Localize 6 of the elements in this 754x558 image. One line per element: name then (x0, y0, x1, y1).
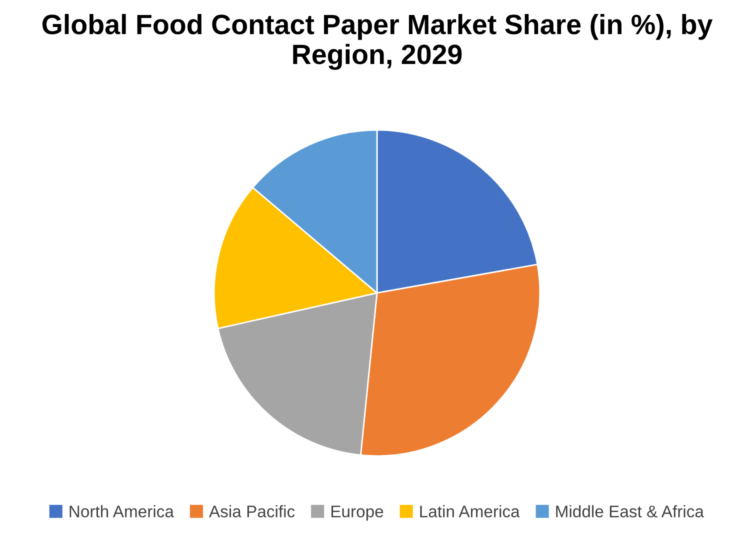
chart-title: Global Food Contact Paper Market Share (in %), by Region, 2029 (42, 14, 713, 70)
legend-label: Europe (331, 506, 384, 521)
legend-label: Middle East & Africa (556, 505, 704, 518)
legend-label: Latin America (420, 505, 520, 518)
legend-label: North America (70, 505, 174, 518)
legend-label: Asia Pacific (209, 505, 295, 518)
